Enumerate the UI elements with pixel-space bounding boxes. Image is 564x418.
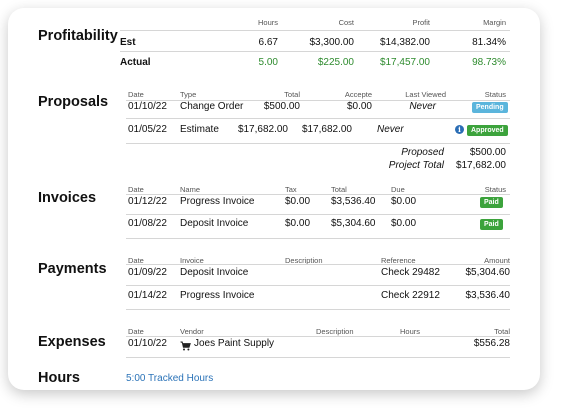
header-vendor: Vendor	[180, 327, 204, 336]
proposal-last-viewed: Never	[409, 101, 436, 112]
header-total: Total	[331, 185, 347, 194]
proposal-date: 01/10/22	[128, 101, 167, 112]
header-amount: Amount	[484, 256, 510, 265]
divider	[126, 336, 510, 337]
invoices-title: Invoices	[38, 190, 97, 206]
header-date: Date	[128, 185, 144, 194]
divider	[126, 214, 510, 215]
actual-margin: 98.73%	[472, 57, 506, 68]
profitability-title: Profitability	[38, 28, 118, 44]
payment-reference: Check 22912	[381, 290, 440, 301]
invoice-tax: $0.00	[285, 218, 311, 229]
invoice-date: 01/08/22	[128, 218, 167, 229]
proposed-label: Proposed	[401, 147, 444, 158]
payments-title: Payments	[38, 261, 107, 277]
header-cost: Cost	[338, 18, 354, 27]
est-hours: 6.67	[258, 37, 278, 48]
invoice-total: $3,536.40	[331, 196, 376, 207]
divider	[126, 309, 510, 310]
proposal-total: $17,682.00	[237, 124, 288, 135]
divider	[126, 264, 510, 265]
proposal-accepted: $17,682.00	[301, 124, 352, 135]
header-hours: Hours	[257, 18, 278, 27]
header-status: Status	[484, 185, 506, 194]
header-name: Name	[180, 185, 201, 194]
divider	[126, 100, 510, 101]
header-profit: Profit	[412, 18, 430, 27]
divider	[126, 285, 510, 286]
proposal-accepted: $0.00	[346, 101, 372, 112]
header-status: Status	[484, 90, 506, 99]
invoice-total: $5,304.60	[331, 218, 376, 229]
expense-total: $556.28	[473, 338, 510, 349]
invoice-name: Progress Invoice	[180, 196, 255, 207]
invoice-date: 01/12/22	[128, 196, 167, 207]
expenses-title: Expenses	[38, 334, 106, 350]
cart-icon	[180, 338, 191, 356]
divider	[120, 30, 510, 31]
payment-reference: Check 29482	[381, 267, 440, 278]
header-margin: Margin	[483, 18, 506, 27]
tracked-hours-link[interactable]: 5:00 Tracked Hours	[126, 373, 214, 384]
divider	[126, 357, 510, 358]
status-badge: Pending	[472, 102, 508, 113]
header-type: Type	[180, 90, 197, 99]
header-last-viewed: Last Viewed	[405, 90, 446, 99]
payment-date: 01/09/22	[128, 267, 167, 278]
header-description: Description	[285, 256, 323, 265]
actual-label: Actual	[120, 57, 151, 68]
header-invoice: Invoice	[180, 256, 204, 265]
payment-date: 01/14/22	[128, 290, 167, 301]
proposal-type: Change Order	[180, 101, 244, 112]
est-profit: $14,382.00	[379, 37, 430, 48]
divider	[126, 118, 510, 119]
divider	[126, 143, 510, 144]
info-icon[interactable]: i	[455, 125, 464, 134]
invoice-tax: $0.00	[285, 196, 311, 207]
divider	[126, 238, 510, 239]
status-badge: Paid	[480, 219, 503, 230]
est-cost: $3,300.00	[309, 37, 355, 48]
header-date: Date	[128, 327, 144, 336]
proposed-value: $500.00	[469, 147, 506, 158]
header-date: Date	[128, 256, 144, 265]
divider	[120, 51, 510, 52]
payment-invoice: Deposit Invoice	[180, 267, 249, 278]
actual-cost: $225.00	[317, 57, 354, 68]
actual-profit: $17,457.00	[379, 57, 430, 68]
expense-date: 01/10/22	[128, 338, 167, 349]
proposal-type: Estimate	[180, 124, 219, 135]
project-total-value: $17,682.00	[455, 160, 506, 171]
proposal-last-viewed: Never	[377, 124, 404, 135]
payment-invoice: Progress Invoice	[180, 290, 255, 301]
payment-amount: $5,304.60	[465, 267, 511, 278]
header-total: Total	[284, 90, 300, 99]
hours-title: Hours	[38, 370, 80, 386]
header-tax: Tax	[285, 185, 297, 194]
invoice-due: $0.00	[391, 196, 417, 207]
expense-vendor: Joes Paint Supply	[194, 338, 275, 349]
header-total: Total	[494, 327, 510, 336]
status-badge: Approved	[467, 125, 508, 136]
header-reference: Reference	[381, 256, 416, 265]
status-badge: Paid	[480, 197, 503, 208]
invoice-name: Deposit Invoice	[180, 218, 249, 229]
header-due: Due	[391, 185, 405, 194]
est-margin: 81.34%	[472, 37, 506, 48]
header-description: Description	[316, 327, 354, 336]
header-date: Date	[128, 90, 144, 99]
invoice-due: $0.00	[391, 218, 417, 229]
proposal-date: 01/05/22	[128, 124, 167, 135]
actual-hours: 5.00	[258, 57, 278, 68]
header-hours: Hours	[400, 327, 421, 336]
payment-amount: $3,536.40	[465, 290, 511, 301]
job-summary-card: Profitability Hours Cost Profit Margin E…	[8, 8, 540, 390]
proposal-total: $500.00	[263, 101, 300, 112]
proposals-title: Proposals	[38, 94, 109, 110]
est-label: Est	[120, 37, 136, 48]
header-accepted: Accepte	[344, 90, 372, 99]
divider	[126, 194, 510, 195]
project-total-label: Project Total	[388, 160, 444, 171]
